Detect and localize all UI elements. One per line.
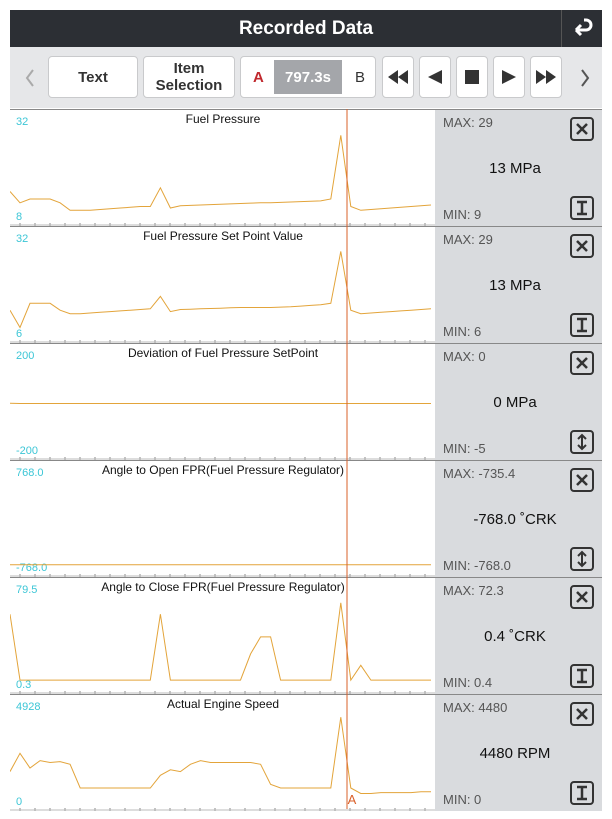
y-tick-label: 32 — [16, 233, 28, 245]
header-title: Recorded Data — [238, 17, 374, 39]
max: MAX: 72.3 — [443, 583, 504, 598]
prev-button[interactable] — [15, 47, 45, 108]
toolbar: Text Item Selection A 797.3s B — [10, 47, 602, 108]
panel: Fuel Pressure 8 32 MAX: 29 13 MPa MIN: 9 — [10, 109, 602, 226]
chart-title: Angle to Open FPR(Fuel Pressure Regulato… — [102, 463, 344, 477]
line — [10, 602, 431, 682]
cursor: A — [346, 109, 357, 809]
chart: Fuel Pressure 8 32 — [10, 112, 435, 226]
min: MIN: 9 — [443, 207, 482, 222]
line — [10, 251, 432, 329]
y-tick-label: 0 — [16, 796, 22, 808]
chart: Actual Engine Speed 0 4928 — [10, 697, 435, 811]
item-selection-button[interactable]: Item Selection — [143, 56, 235, 98]
max: MAX: -735.4 — [443, 466, 516, 481]
chart-title: Actual Engine Speed — [167, 697, 279, 711]
y-tick-label: 79.5 — [16, 584, 37, 596]
step-back[interactable] — [419, 56, 451, 98]
min: MIN: -768.0 — [443, 558, 511, 573]
chart-title: Angle to Close FPR(Fuel Pressure Regulat… — [101, 580, 344, 594]
side-panel: MAX: 29 13 MPa MIN: 9 — [435, 110, 602, 226]
scale-button[interactable] — [570, 547, 594, 571]
back-button[interactable] — [561, 10, 602, 47]
min: MIN: -5 — [443, 441, 486, 456]
line — [10, 135, 432, 211]
time: 797.3s — [274, 60, 342, 94]
current-value: 4480 RPM — [479, 745, 551, 762]
step-forward[interactable] — [493, 56, 525, 98]
y-tick-label: 0.3 — [16, 679, 31, 691]
line — [10, 717, 431, 794]
next-button[interactable] — [570, 47, 600, 108]
cursor-a[interactable]: A — [253, 68, 264, 86]
current-value: 0.4 ˚CRK — [484, 628, 546, 645]
side-panel: MAX: 72.3 0.4 ˚CRK MIN: 0.4 — [435, 578, 602, 694]
chart: Deviation of Fuel Pressure SetPoint -200 2… — [10, 346, 435, 460]
side-panel: MAX: 0 0 MPa MIN: -5 — [435, 344, 602, 460]
stop[interactable] — [456, 56, 488, 98]
y-tick-label: -200 — [16, 445, 38, 457]
max: MAX: 4480 — [443, 700, 508, 715]
y-tick-label: 768.0 — [16, 467, 44, 479]
scale-button[interactable] — [570, 664, 594, 688]
current-value: 0 MPa — [493, 394, 537, 411]
scale-button[interactable] — [570, 196, 594, 220]
y-tick-label: -768.0 — [16, 562, 47, 574]
cursor-b[interactable]: B — [354, 68, 365, 86]
chart: Angle to Open FPR(Fuel Pressure Regulato… — [10, 463, 435, 577]
current-value: -768.0 ˚CRK — [473, 511, 557, 528]
cursor-label: A — [348, 792, 357, 807]
close-button[interactable] — [570, 117, 594, 141]
chart-title: Fuel Pressure — [186, 112, 261, 126]
max: MAX: 29 — [443, 232, 493, 247]
text-button[interactable]: Text — [48, 56, 138, 98]
side-panel: MAX: -735.4 -768.0 ˚CRK MIN: -768.0 — [435, 461, 602, 577]
y-tick-label: 4928 — [16, 701, 40, 713]
close-button[interactable] — [570, 702, 594, 726]
min: MIN: 0.4 — [443, 675, 493, 690]
chart-title: Deviation of Fuel Pressure SetPoint — [128, 346, 319, 360]
scale-button[interactable] — [570, 781, 594, 805]
close-button[interactable] — [570, 468, 594, 492]
max: MAX: 0 — [443, 349, 486, 364]
chart: Angle to Close FPR(Fuel Pressure Regulat… — [10, 580, 435, 694]
current-value: 13 MPa — [489, 277, 541, 294]
max: MAX: 29 — [443, 115, 493, 130]
y-tick-label: 32 — [16, 116, 28, 128]
scale-button[interactable] — [570, 313, 594, 337]
chart-title: Fuel Pressure Set Point Value — [143, 229, 303, 243]
close-button[interactable] — [570, 351, 594, 375]
cursor-group: A 797.3s B — [240, 56, 376, 98]
fast-forward[interactable] — [530, 56, 562, 98]
panel: Deviation of Fuel Pressure SetPoint -200 2… — [10, 343, 602, 460]
panel: Actual Engine Speed 0 4928 MAX: 4480 4480 RP… — [10, 694, 602, 811]
panel: Angle to Open FPR(Fuel Pressure Regulato… — [10, 460, 602, 577]
panel: Fuel Pressure Set Point Value 6 32 MAX: 29 1… — [10, 226, 602, 343]
min: MIN: 6 — [443, 324, 482, 339]
current-value: 13 MPa — [489, 160, 541, 177]
close-button[interactable] — [570, 585, 594, 609]
side-panel: MAX: 29 13 MPa MIN: 6 — [435, 227, 602, 343]
side-panel: MAX: 4480 4480 RPM MIN: 0 — [435, 695, 602, 811]
min: MIN: 0 — [443, 792, 482, 807]
header: Recorded Data — [10, 10, 602, 47]
chart: Fuel Pressure Set Point Value 6 32 — [10, 229, 435, 343]
rewind[interactable] — [382, 56, 414, 98]
y-tick-label: 200 — [16, 350, 34, 362]
close-button[interactable] — [570, 234, 594, 258]
scale-button[interactable] — [570, 430, 594, 454]
y-tick-label: 8 — [16, 211, 22, 223]
panel: Angle to Close FPR(Fuel Pressure Regulat… — [10, 577, 602, 694]
y-tick-label: 6 — [16, 328, 22, 340]
